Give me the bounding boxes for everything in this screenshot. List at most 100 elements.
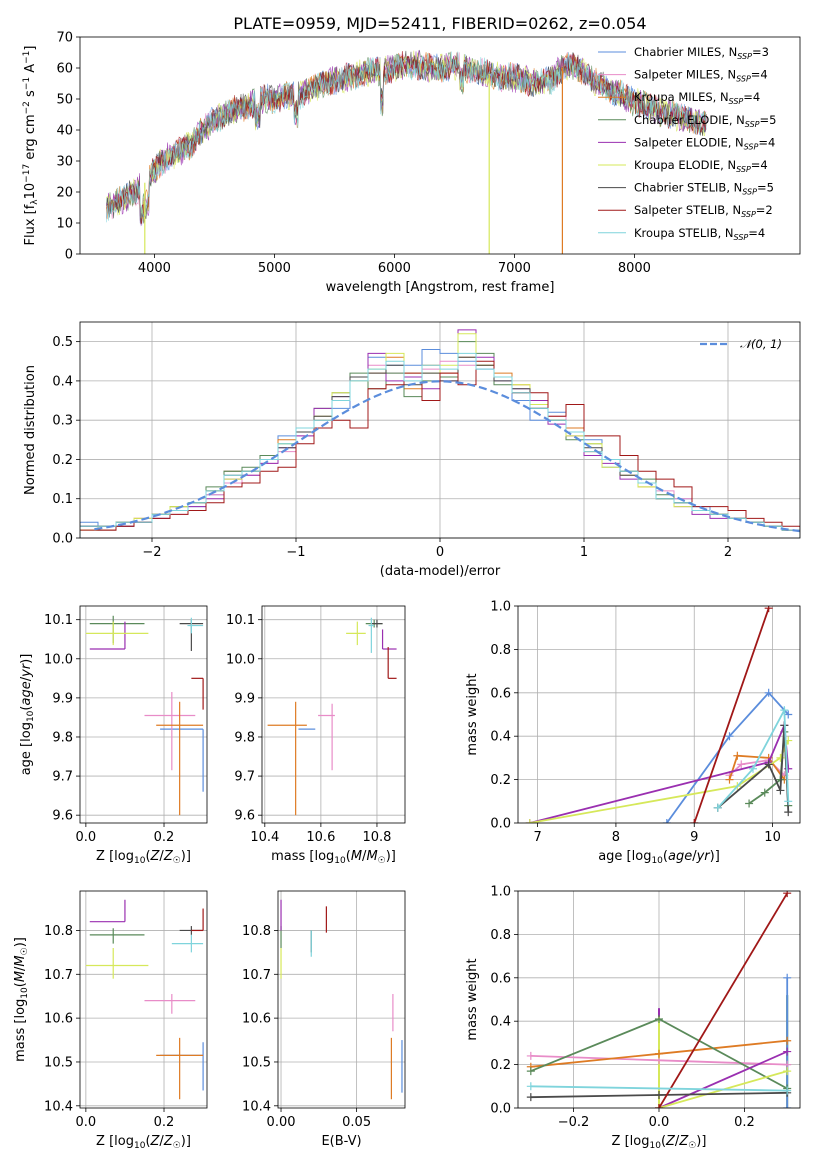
x-axis-label: Z [log10(Z/Z☉)]	[96, 1134, 191, 1151]
y-tick-label: 10.7	[242, 968, 271, 983]
x-tick-label: 0.2	[154, 830, 175, 845]
legend-label: Salpeter ELODIE, NSSP=4	[634, 135, 775, 151]
x-tick-label: 0.00	[267, 1115, 296, 1130]
y-tick-label: 9.8	[52, 730, 73, 745]
legend-label: Chabrier MILES, NSSP=3	[634, 45, 769, 61]
weight-line-salpeter-stelib	[693, 607, 770, 823]
y-tick-label: 9.6	[52, 809, 73, 824]
plot-area	[80, 329, 800, 538]
weight-marker	[526, 1082, 535, 1091]
y-tick-label: 70	[56, 31, 73, 46]
weight-marker	[783, 1086, 792, 1095]
errorbar-kroupa-elodie	[85, 621, 149, 646]
plot-area	[280, 899, 403, 1100]
spectrum-line-kroupa-stelib	[106, 51, 707, 223]
y-tick-label: 1.0	[490, 600, 511, 615]
y-tick-label: 10.0	[44, 652, 73, 667]
y-tick-label: 10.1	[226, 613, 255, 628]
weight-marker	[784, 710, 793, 719]
weight-line-salpeter-stelib	[658, 892, 788, 1108]
errorbar-salpeter-elodie	[89, 899, 126, 923]
x-tick-label: 10.8	[362, 830, 391, 845]
legend-label: Chabrier STELIB, NSSP=5	[634, 181, 774, 197]
x-tick-label: 9	[690, 830, 698, 845]
x-tick-label: 1	[580, 545, 588, 560]
weight-line-kroupa-stelib	[717, 706, 790, 809]
y-tick-label: 10.6	[242, 1012, 271, 1027]
y-tick-label: 10	[56, 217, 73, 232]
x-tick-label: 6000	[378, 261, 411, 276]
x-tick-label: 2	[724, 545, 732, 560]
y-tick-label: 9.7	[234, 770, 255, 785]
age-vs-mass-panel: 10.4 10.6 10.8 9.6 9.7 9.8 9.9 10.0 10.1 mass [lo…	[226, 605, 406, 866]
y-axis-label: Flux [fλ10−17 erg cm−2 s−1 A−1]	[22, 46, 40, 246]
plot-area	[85, 615, 204, 816]
legend-label: Salpeter STELIB, NSSP=2	[634, 203, 773, 219]
errorbar-chabrier-miles	[160, 728, 204, 792]
y-tick-label: 10.6	[44, 1012, 73, 1027]
x-tick-label: −2	[142, 545, 161, 560]
weight-marker	[780, 706, 789, 715]
x-axis-label: (data-model)/error	[380, 564, 501, 579]
y-tick-label: 0.4	[490, 730, 511, 745]
y-tick-label: 0.1	[52, 492, 73, 507]
y-axis-label: mass [log10(M/M☉)]	[13, 937, 30, 1062]
y-tick-label: 10.4	[44, 1099, 73, 1114]
y-tick-label: 9.8	[234, 730, 255, 745]
y-tick-label: 10.8	[242, 924, 271, 939]
y-tick-label: 30	[56, 155, 73, 170]
errorbar-salpeter-elodie	[381, 629, 397, 650]
x-axis-label: Z [log10(Z/Z☉)]	[612, 1134, 707, 1151]
x-axis-label: mass [log10(M/M☉)]	[271, 849, 396, 866]
x-tick-label: 0.05	[342, 1115, 371, 1130]
x-tick-label: −0.2	[558, 1115, 590, 1130]
y-tick-label: 10.4	[242, 1099, 271, 1114]
x-tick-label: 10	[764, 830, 781, 845]
plot-area	[106, 49, 707, 254]
y-tick-label: 50	[56, 93, 73, 108]
weight-marker	[783, 1036, 792, 1045]
y-tick-label: 0.5	[52, 335, 73, 350]
spectrum-legend: Chabrier MILES, NSSP=3 Salpeter MILES, NS…	[598, 45, 776, 242]
weight-marker	[713, 803, 722, 812]
figure-title: PLATE=0959, MJD=52411, FIBERID=0262, z=0…	[233, 14, 646, 33]
axes-frame	[79, 605, 208, 824]
errorbar-kroupa-stelib	[171, 934, 204, 953]
y-tick-label: 10.7	[44, 968, 73, 983]
x-axis-label: age [log10(age/yr)]	[598, 849, 720, 866]
y-tick-label: 0.0	[52, 532, 73, 547]
errorbar-chabrier-miles	[160, 1042, 204, 1091]
x-axis-label: wavelength [Angstrom, rest frame]	[326, 280, 555, 295]
y-tick-label: 0.6	[490, 686, 511, 701]
legend-label: Chabrier ELODIE, NSSP=5	[634, 113, 776, 129]
x-tick-label: 4000	[138, 261, 171, 276]
spectrum-line-chabrier-stelib	[106, 50, 707, 225]
x-tick-label: 0.2	[154, 1115, 175, 1130]
weight-marker	[525, 819, 534, 823]
weight-marker	[783, 1047, 792, 1056]
weight-marker	[725, 775, 734, 784]
weight-marker	[655, 1104, 663, 1108]
y-tick-label: 60	[56, 62, 73, 77]
errorbar-chabrier-elodie	[89, 928, 145, 944]
errorbar-salpeter-stelib	[387, 647, 397, 679]
weight-marker	[783, 1104, 792, 1108]
y-tick-label: 0.0	[490, 817, 511, 832]
plot-area	[526, 891, 792, 1108]
legend-label: Kroupa MILES, NSSP=4	[634, 90, 760, 106]
y-axis-label: mass weight	[465, 958, 480, 1040]
y-tick-label: 0.2	[490, 1058, 511, 1073]
axes-frame	[79, 890, 208, 1109]
hist-series-salpeter-stelib	[80, 360, 800, 538]
weight-marker	[725, 732, 734, 741]
y-axis-label: age [log10(age/yr)]	[19, 654, 36, 776]
weight-marker	[764, 760, 773, 769]
weight-marker	[655, 1090, 663, 1099]
weight-vs-age-panel: 7 8 9 10 0.0 0.2 0.4 0.6 0.8 1.0 age [log10(age/yr…	[465, 600, 801, 866]
weight-marker	[760, 788, 769, 797]
axes-frame	[517, 605, 801, 824]
errorbar-salpeter-miles	[144, 994, 196, 1014]
age-vs-metallicity-panel: 0.0 0.2 9.6 9.7 9.8 9.9 10.0 10.1 Z [log10(Z/Z☉)…	[19, 605, 208, 866]
axes-frame	[277, 890, 406, 1109]
